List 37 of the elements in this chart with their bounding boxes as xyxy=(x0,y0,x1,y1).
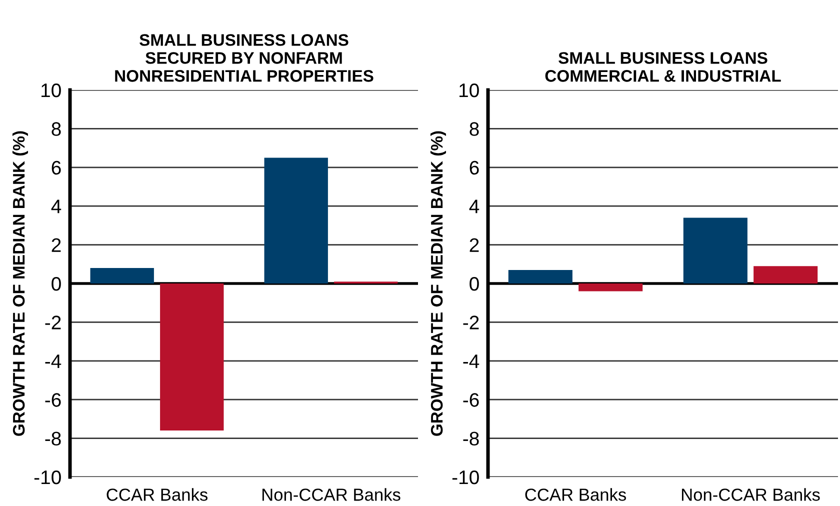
y-tick-label: 10 xyxy=(42,83,61,98)
y-axis-title: GROWTH RATE OF MEDIAN BANK (%) xyxy=(12,131,28,436)
y-tick-label: -4 xyxy=(45,354,62,368)
y-tick-label: -8 xyxy=(463,432,479,446)
bar xyxy=(508,270,572,284)
y-tick-label: 8 xyxy=(52,122,61,136)
bar xyxy=(683,218,748,284)
y-tick-label: 10 xyxy=(460,83,479,98)
y-tick-label: 0 xyxy=(470,276,479,291)
y-tick-label: -2 xyxy=(463,316,479,330)
chart-title: SMALL BUSINESS LOANS COMMERCIAL & INDUSTRIAL xyxy=(545,52,781,82)
y-axis-title: GROWTH RATE OF MEDIAN BANK (%) xyxy=(430,131,446,436)
y-tick-label: -2 xyxy=(45,316,61,330)
bar xyxy=(264,158,328,284)
y-tick-label: 4 xyxy=(51,200,62,214)
y-tick-label: -6 xyxy=(45,393,61,407)
x-tick-label: Non-CCAR Banks xyxy=(682,488,820,501)
y-tick-label: -6 xyxy=(463,393,479,407)
bar xyxy=(754,266,818,284)
y-tick-label: 4 xyxy=(469,200,480,214)
y-tick-label: 2 xyxy=(470,238,479,252)
y-tick-label: 0 xyxy=(52,276,61,291)
y-tick-label: -10 xyxy=(34,470,61,484)
y-tick-label: -8 xyxy=(45,432,61,446)
x-tick-label: Non-CCAR Banks xyxy=(262,488,400,501)
chart-title: SMALL BUSINESS LOANS SECURED BY NONFARM NONRESIDENTIAL PROPERTIES xyxy=(115,34,374,82)
x-tick-label: CCAR Banks xyxy=(106,488,208,501)
bar xyxy=(160,284,224,431)
bar xyxy=(90,268,154,284)
y-tick-label: -10 xyxy=(452,470,479,484)
y-tick-label: 8 xyxy=(470,122,479,136)
y-tick-label: 6 xyxy=(52,160,61,175)
bar xyxy=(578,284,643,292)
x-tick-label: CCAR Banks xyxy=(525,488,626,501)
y-tick-label: -4 xyxy=(463,354,480,368)
y-tick-label: 2 xyxy=(52,238,61,252)
y-tick-label: 6 xyxy=(470,160,479,175)
